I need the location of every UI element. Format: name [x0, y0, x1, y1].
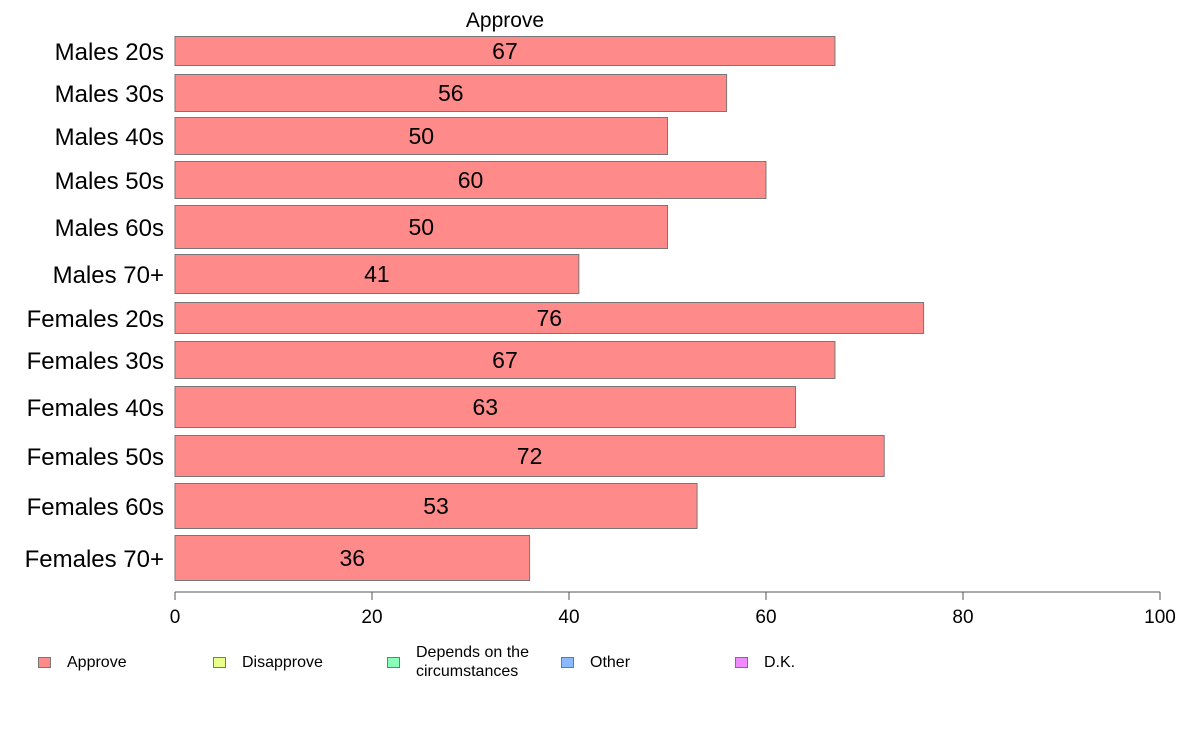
category-label: Males 70+ — [53, 262, 164, 289]
legend-item: Other — [561, 640, 630, 684]
legend-label: Depends on the circumstances — [416, 644, 529, 680]
legend: Approve Disapprove Depends on the circumst… — [0, 640, 1188, 690]
bars-group: 67 Males 20s 56 Males 30s 50 Males 40s 60 Males… — [25, 36, 925, 581]
category-label: Females 20s — [27, 306, 164, 333]
bar-value-label: 50 — [408, 123, 434, 149]
legend-swatch — [213, 656, 226, 668]
x-axis: 0 20 40 60 80 100 — [170, 591, 1176, 628]
legend-label: Disapprove — [242, 653, 323, 671]
x-tick-label: 60 — [755, 607, 776, 628]
bar-males-30s — [174, 74, 728, 112]
category-label: Males 60s — [55, 215, 164, 242]
legend-swatch — [561, 656, 574, 668]
category-label: Males 30s — [55, 81, 164, 108]
bar-value-label: 50 — [408, 214, 434, 240]
bar-value-label: 67 — [492, 38, 518, 64]
bar-females-30s — [174, 341, 836, 379]
x-tick-label: 100 — [1144, 607, 1176, 628]
category-label: Males 50s — [55, 168, 164, 195]
legend-item: Disapprove — [213, 640, 323, 684]
x-tick-label: 0 — [170, 607, 181, 628]
legend-item: Depends on the circumstances — [387, 640, 529, 684]
legend-label: Other — [590, 653, 631, 671]
bar-value-label: 60 — [458, 167, 484, 193]
category-label: Females 50s — [27, 444, 164, 471]
bar-males-50s — [174, 161, 767, 199]
bar-value-label: 76 — [537, 305, 563, 331]
category-label: Females 60s — [27, 494, 164, 521]
bar-males-20s — [174, 36, 836, 66]
bar-value-label: 72 — [517, 443, 543, 469]
bar-males-60s — [174, 205, 668, 249]
category-label: Males 40s — [55, 124, 164, 151]
legend-swatch — [735, 656, 748, 668]
bar-value-label: 41 — [364, 261, 390, 287]
bar-females-50s — [174, 435, 885, 477]
bar-value-label: 53 — [423, 493, 449, 519]
bar-females-20s — [174, 302, 925, 334]
bar-value-label: 63 — [472, 394, 498, 420]
category-label: Males 20s — [55, 39, 164, 66]
x-tick-label: 40 — [558, 607, 579, 628]
bar-value-label: 56 — [438, 80, 464, 106]
category-label: Females 70+ — [25, 546, 164, 573]
category-label: Females 30s — [27, 348, 164, 375]
bar-males-40s — [174, 117, 668, 155]
chart-title: Approve — [466, 9, 544, 32]
bar-females-40s — [174, 386, 797, 428]
bar-chart: Approve 67 Males 20s 56 Males 30s 50 Males 40… — [25, 9, 1176, 628]
x-tick-label: 80 — [952, 607, 973, 628]
bar-value-label: 36 — [340, 545, 366, 571]
bar-value-label: 67 — [492, 347, 518, 373]
legend-label: Approve — [67, 653, 127, 671]
legend-item: Approve — [38, 640, 127, 684]
bar-females-70 — [174, 535, 531, 581]
category-label: Females 40s — [27, 395, 164, 422]
bar-females-60s — [174, 483, 698, 529]
x-tick-label: 20 — [361, 607, 382, 628]
legend-label: D.K. — [764, 653, 796, 671]
bar-males-70 — [174, 254, 580, 294]
legend-swatch — [387, 656, 400, 668]
legend-item: D.K. — [735, 640, 795, 684]
legend-swatch — [38, 656, 51, 668]
